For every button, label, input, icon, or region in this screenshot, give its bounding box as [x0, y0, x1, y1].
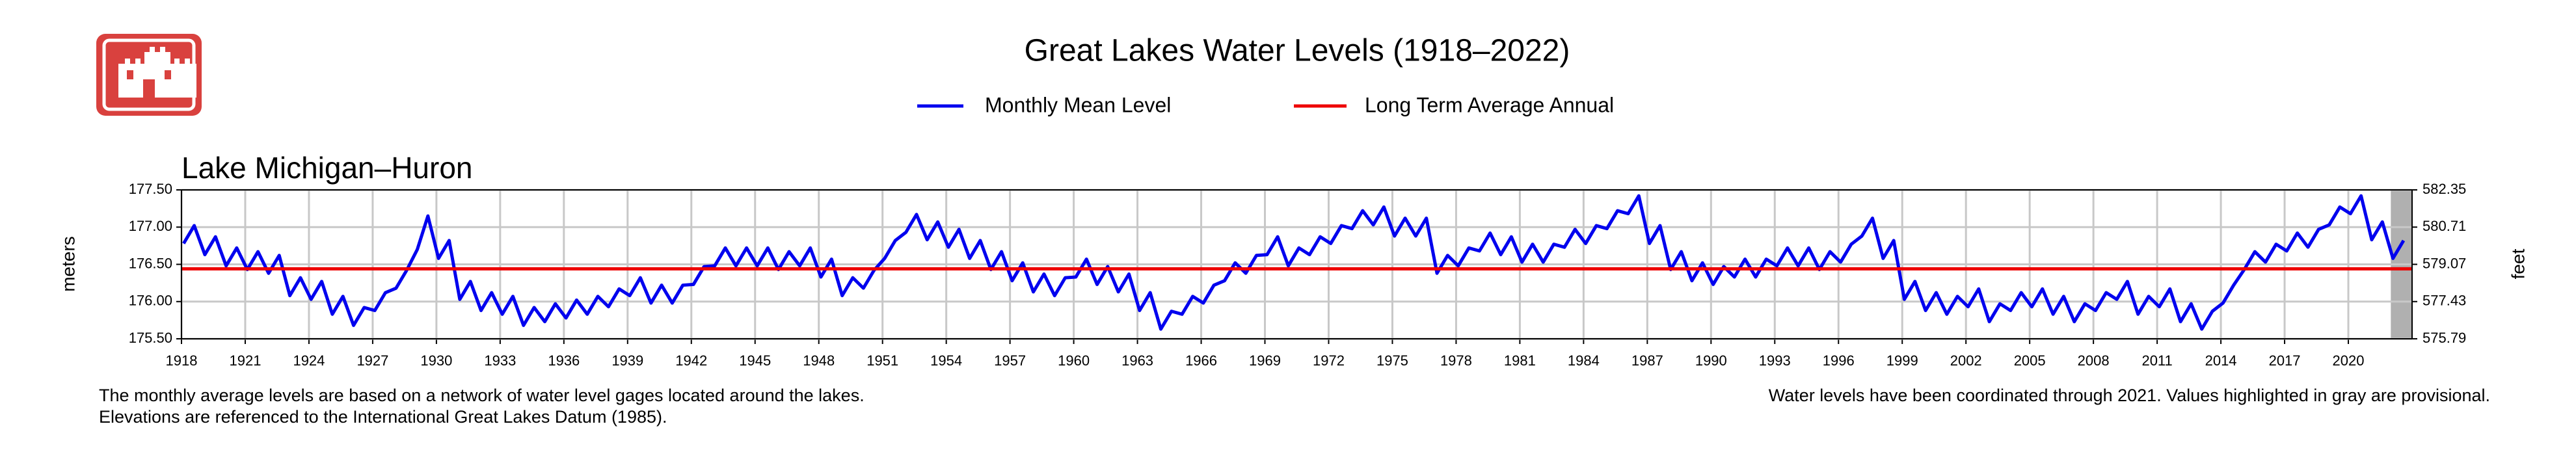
- x-tick-label: 1960: [1058, 352, 1090, 369]
- x-tick-label: 1966: [1185, 352, 1217, 369]
- series-line: [182, 194, 2406, 331]
- x-tick-label: 1975: [1376, 352, 1408, 369]
- y-tick-label: 176.50: [129, 255, 172, 271]
- x-tick-label: 1978: [1440, 352, 1472, 369]
- x-tick-label: 1927: [356, 352, 388, 369]
- x-tick-label: 1981: [1504, 352, 1536, 369]
- x-tick-label: 1954: [930, 352, 962, 369]
- y2-tick-label: 577.43: [2422, 293, 2466, 309]
- x-tick-label: 1942: [675, 352, 707, 369]
- y2-tick-label: 575.79: [2422, 330, 2466, 346]
- x-tick-label: 1996: [1823, 352, 1855, 369]
- x-tick-label: 1969: [1249, 352, 1281, 369]
- x-tick-label: 1999: [1886, 352, 1918, 369]
- chart-subtitle: Lake Michigan–Huron: [181, 151, 473, 185]
- x-tick-label: 1984: [1568, 352, 1600, 369]
- x-tick-label: 2017: [2269, 352, 2301, 369]
- y-axis-label: meters: [58, 236, 78, 292]
- y-tick-label: 175.50: [129, 330, 172, 346]
- x-tick-label: 1948: [803, 352, 835, 369]
- y-tick-label: 177.50: [129, 181, 172, 197]
- y2-tick-label: 580.71: [2422, 218, 2466, 234]
- x-tick-label: 1987: [1631, 352, 1663, 369]
- y-tick-label: 177.00: [129, 218, 172, 234]
- x-tick-label: 1963: [1121, 352, 1153, 369]
- x-tick-label: 1972: [1313, 352, 1345, 369]
- legend: Monthly Mean Level Long Term Average Ann…: [917, 93, 1614, 116]
- footnote: Elevations are referenced to the Interna…: [99, 407, 667, 427]
- y2-tick-label: 582.35: [2422, 181, 2466, 197]
- x-tick-label: 1921: [229, 352, 261, 369]
- x-tick-label: 1945: [739, 352, 771, 369]
- footnote: The monthly average levels are based on …: [99, 386, 865, 405]
- x-tick-label: 2002: [1950, 352, 1982, 369]
- x-tick-label: 1930: [420, 352, 452, 369]
- x-tick-label: 1924: [293, 352, 325, 369]
- y2-tick-label: 579.07: [2422, 255, 2466, 271]
- footnote: Water levels have been coordinated throu…: [1769, 386, 2490, 405]
- usace-logo: [96, 34, 202, 116]
- x-tick-label: 1990: [1695, 352, 1727, 369]
- plot-frame: [181, 189, 2413, 339]
- y-tick-label: 176.00: [129, 293, 172, 309]
- x-tick-label: 2008: [2078, 352, 2110, 369]
- x-tick-label: 1939: [611, 352, 643, 369]
- x-tick-label: 2011: [2141, 352, 2172, 369]
- x-tick-label: 1936: [548, 352, 580, 369]
- x-tick-label: 1918: [166, 352, 198, 369]
- x-tick-label: 1951: [866, 352, 898, 369]
- x-tick-label: 1993: [1759, 352, 1791, 369]
- chart-title: Great Lakes Water Levels (1918–2022): [1025, 34, 1570, 68]
- x-tick-label: 2020: [2333, 352, 2365, 369]
- legend-label: Monthly Mean Level: [985, 93, 1171, 116]
- x-tick-label: 1933: [484, 352, 516, 369]
- legend-label: Long Term Average Annual: [1365, 93, 1614, 116]
- x-tick-label: 2014: [2205, 352, 2237, 369]
- y2-axis-label: feet: [2508, 248, 2528, 279]
- x-tick-label: 2005: [2014, 352, 2046, 369]
- x-tick-label: 1957: [994, 352, 1026, 369]
